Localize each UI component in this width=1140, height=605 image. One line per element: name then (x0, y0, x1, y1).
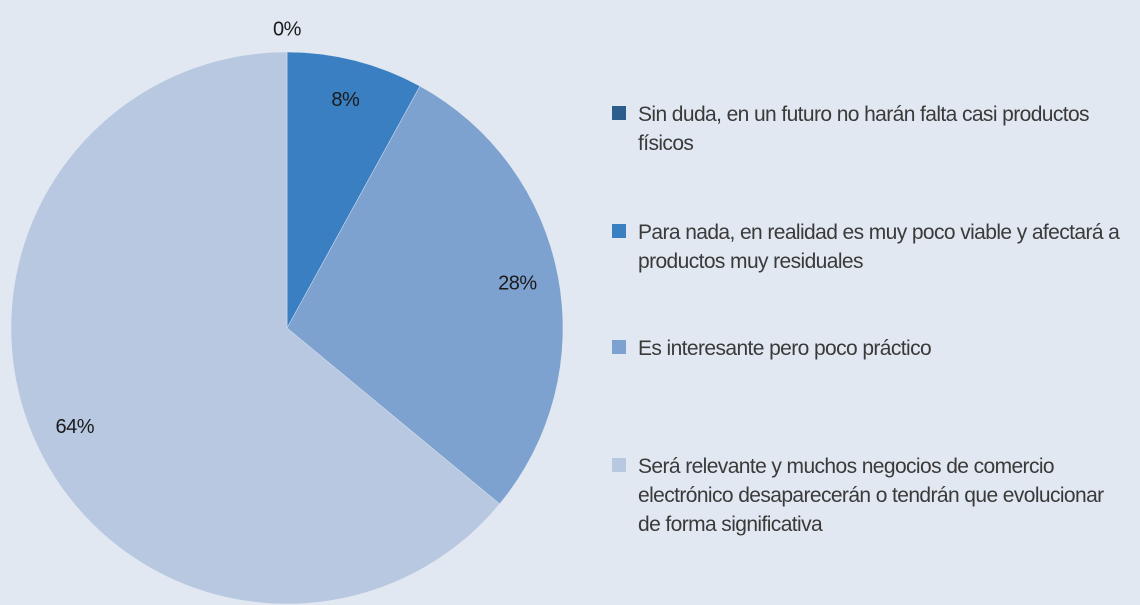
pie-slice (10, 51, 501, 605)
legend-item: Para nada, en realidad es muy poco viabl… (612, 218, 1132, 276)
data-label: 8% (331, 89, 360, 111)
legend-label: Para nada, en realidad es muy poco viabl… (638, 221, 1120, 273)
data-label: 64% (55, 416, 94, 438)
legend-item: Es interesante pero poco práctico (612, 334, 1132, 363)
legend-swatch (612, 106, 626, 120)
legend-swatch (612, 458, 626, 472)
legend-label: Es interesante pero poco práctico (638, 337, 932, 360)
legend-item: Sin duda, en un futuro no harán falta ca… (612, 100, 1132, 158)
pie-slice (286, 85, 564, 505)
legend-swatch (612, 224, 626, 238)
legend-swatch (612, 340, 626, 354)
data-label: 0% (273, 18, 302, 40)
legend-label: Será relevante y muchos negocios de come… (638, 455, 1104, 536)
data-label: 28% (498, 272, 537, 294)
legend-item: Será relevante y muchos negocios de come… (612, 452, 1132, 539)
legend-label: Sin duda, en un futuro no harán falta ca… (638, 103, 1090, 155)
pie-slice (286, 51, 421, 329)
